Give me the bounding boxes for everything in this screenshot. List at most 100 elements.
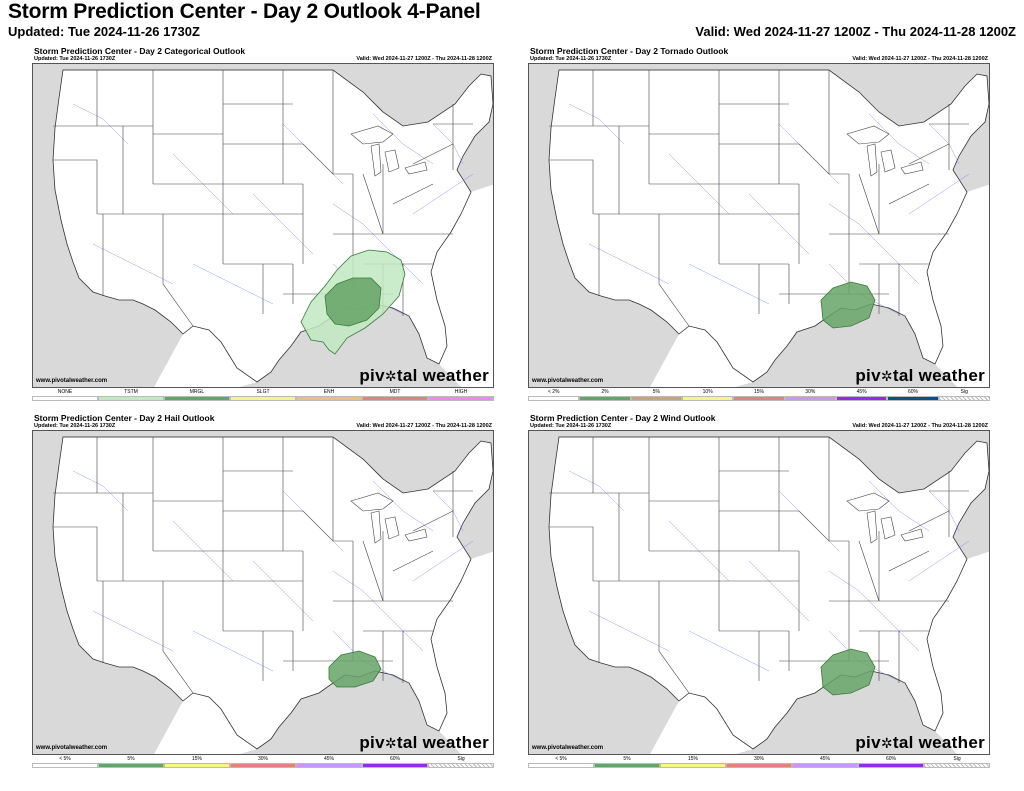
legend-label: 30% xyxy=(257,756,268,762)
legend-item: ENH xyxy=(296,389,362,402)
logo-text-right: tal weather xyxy=(396,366,489,385)
legend-item: 60% xyxy=(858,756,924,769)
legend-label: Sig xyxy=(960,389,968,395)
outlook-panel: Storm Prediction Center - Day 2 Categori… xyxy=(32,46,494,404)
gulf-water xyxy=(154,326,257,387)
state-border xyxy=(658,581,690,694)
state-border xyxy=(362,173,384,235)
legend-item: 30% xyxy=(230,756,296,769)
lake xyxy=(866,143,878,177)
state-border xyxy=(162,581,194,694)
road-line xyxy=(332,203,424,285)
legend-item: NONE xyxy=(32,389,98,402)
atlantic-water xyxy=(431,551,493,754)
panel-title: Storm Prediction Center - Day 2 Categori… xyxy=(34,46,246,56)
road-line xyxy=(908,540,970,582)
legend-label: 2% xyxy=(601,389,609,395)
legend-swatch xyxy=(792,763,858,768)
legend-swatch xyxy=(362,763,428,768)
road-line xyxy=(72,103,129,145)
legend-swatch xyxy=(164,396,230,401)
state-border xyxy=(412,510,454,532)
road-line xyxy=(908,173,970,215)
legend-item: < 5% xyxy=(32,756,98,769)
legend-label: < 2% xyxy=(547,389,560,395)
legend-swatch xyxy=(32,763,98,768)
lake xyxy=(384,149,400,173)
state-border xyxy=(412,143,454,165)
panel-updated: Updated: Tue 2024-11-26 1730Z xyxy=(34,423,116,429)
legend-item: 45% xyxy=(792,756,858,769)
gulf-water xyxy=(650,326,753,387)
map-canvas xyxy=(529,431,989,754)
legend-item: MDT xyxy=(362,389,428,402)
state-border xyxy=(302,143,353,175)
legend-item: 5% xyxy=(630,389,682,402)
state-border xyxy=(162,214,194,327)
logo-text-left: piv xyxy=(855,366,881,385)
road-line xyxy=(688,630,770,672)
road-line xyxy=(868,113,930,165)
panel-valid: Valid: Wed 2024-11-27 1200Z - Thu 2024-1… xyxy=(356,423,492,429)
state-border xyxy=(53,159,98,214)
legend-label: SLGT xyxy=(256,389,270,395)
state-border xyxy=(798,143,849,175)
probability-legend: NONE TSTM MRGL SLGT ENH MDT HIGH xyxy=(32,389,494,402)
road-line xyxy=(192,630,274,672)
pivotal-weather-logo: piv✲tal weather xyxy=(855,733,985,753)
legend-item: 15% xyxy=(733,389,785,402)
road-line xyxy=(588,243,670,285)
lake xyxy=(350,125,394,145)
mexico-land xyxy=(33,631,143,754)
legend-label: 15% xyxy=(191,756,202,762)
legend-label: 60% xyxy=(389,756,400,762)
legend-swatch xyxy=(726,763,792,768)
road-network xyxy=(568,103,970,315)
legend-swatch xyxy=(579,396,631,401)
legend-label: 45% xyxy=(323,756,334,762)
gulf-water xyxy=(154,693,257,754)
legend-swatch xyxy=(362,396,428,401)
great-lakes xyxy=(846,125,924,177)
panel-title: Storm Prediction Center - Day 2 Wind Out… xyxy=(530,413,716,423)
great-lakes xyxy=(350,492,428,544)
logo-star-icon: ✲ xyxy=(880,735,893,751)
legend-item: SLGT xyxy=(230,389,296,402)
legend-swatch xyxy=(784,396,836,401)
legend-item: Sig xyxy=(924,756,990,769)
panel-title: Storm Prediction Center - Day 2 Hail Out… xyxy=(34,413,215,423)
legend-label: MDT xyxy=(389,389,401,395)
legend-item: MRGL xyxy=(164,389,230,402)
state-border xyxy=(302,510,353,542)
panel-updated: Updated: Tue 2024-11-26 1730Z xyxy=(34,56,116,62)
road-line xyxy=(372,480,434,532)
state-border xyxy=(888,183,930,205)
lake xyxy=(846,125,890,145)
lake xyxy=(846,492,890,512)
probability-legend: < 2% 2% 5% 10% 15% 30% 45% 60% Sig xyxy=(528,389,990,402)
website-credit: www.pivotalweather.com xyxy=(36,745,108,751)
road-line xyxy=(332,570,424,652)
legend-swatch xyxy=(428,763,494,768)
pivotal-weather-logo: piv✲tal weather xyxy=(359,733,489,753)
gulf-water xyxy=(650,693,753,754)
legend-swatch xyxy=(528,763,594,768)
legend-item: 60% xyxy=(362,756,428,769)
state-border xyxy=(798,510,849,542)
legend-label: Sig xyxy=(457,756,465,762)
panel-valid: Valid: Wed 2024-11-27 1200Z - Thu 2024-1… xyxy=(356,56,492,62)
lake xyxy=(900,528,924,542)
us-map: www.pivotalweather.com piv✲tal weather xyxy=(528,63,990,388)
road-line xyxy=(828,570,920,652)
legend-item: < 2% xyxy=(528,389,580,402)
logo-text-left: piv xyxy=(359,733,385,752)
risk-area xyxy=(324,277,382,327)
road-line xyxy=(828,203,920,285)
road-line xyxy=(372,113,434,165)
risk-area xyxy=(820,648,876,696)
legend-swatch xyxy=(630,396,682,401)
pivotal-weather-logo: piv✲tal weather xyxy=(359,366,489,386)
probability-legend: < 5% 5% 15% 30% 45% 60% Sig xyxy=(528,756,990,769)
legend-label: 15% xyxy=(753,389,764,395)
updated-time: Updated: Tue 2024-11-26 1730Z xyxy=(8,24,200,39)
